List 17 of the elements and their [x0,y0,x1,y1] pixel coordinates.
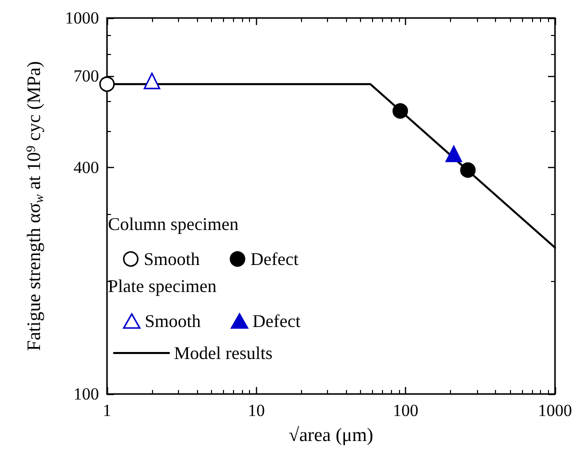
annotation: Column specimen [108,214,238,234]
y-tick-label: 1000 [65,8,99,28]
annotation: Plate specimen [108,276,216,296]
y-tick-label: 700 [74,66,99,86]
legend-label: Defect [250,249,298,269]
x-tick-label: 1 [102,401,112,420]
x-axis-title: √area (μm) [288,425,374,446]
y-tick-label: 400 [74,158,99,178]
legend-label: Smooth [144,249,200,269]
legend-label: Model results [174,343,272,363]
x-tick-label: 100 [392,401,418,420]
y-tick-label: 100 [74,384,99,404]
x-tick-label: 10 [248,401,265,420]
x-tick-label: 1000 [538,401,572,420]
legend-label: Defect [252,311,300,331]
y-axis-title: Fatigue strength ασw at 109 cyc (MPa) [23,61,46,351]
legend-label: Smooth [144,311,201,331]
